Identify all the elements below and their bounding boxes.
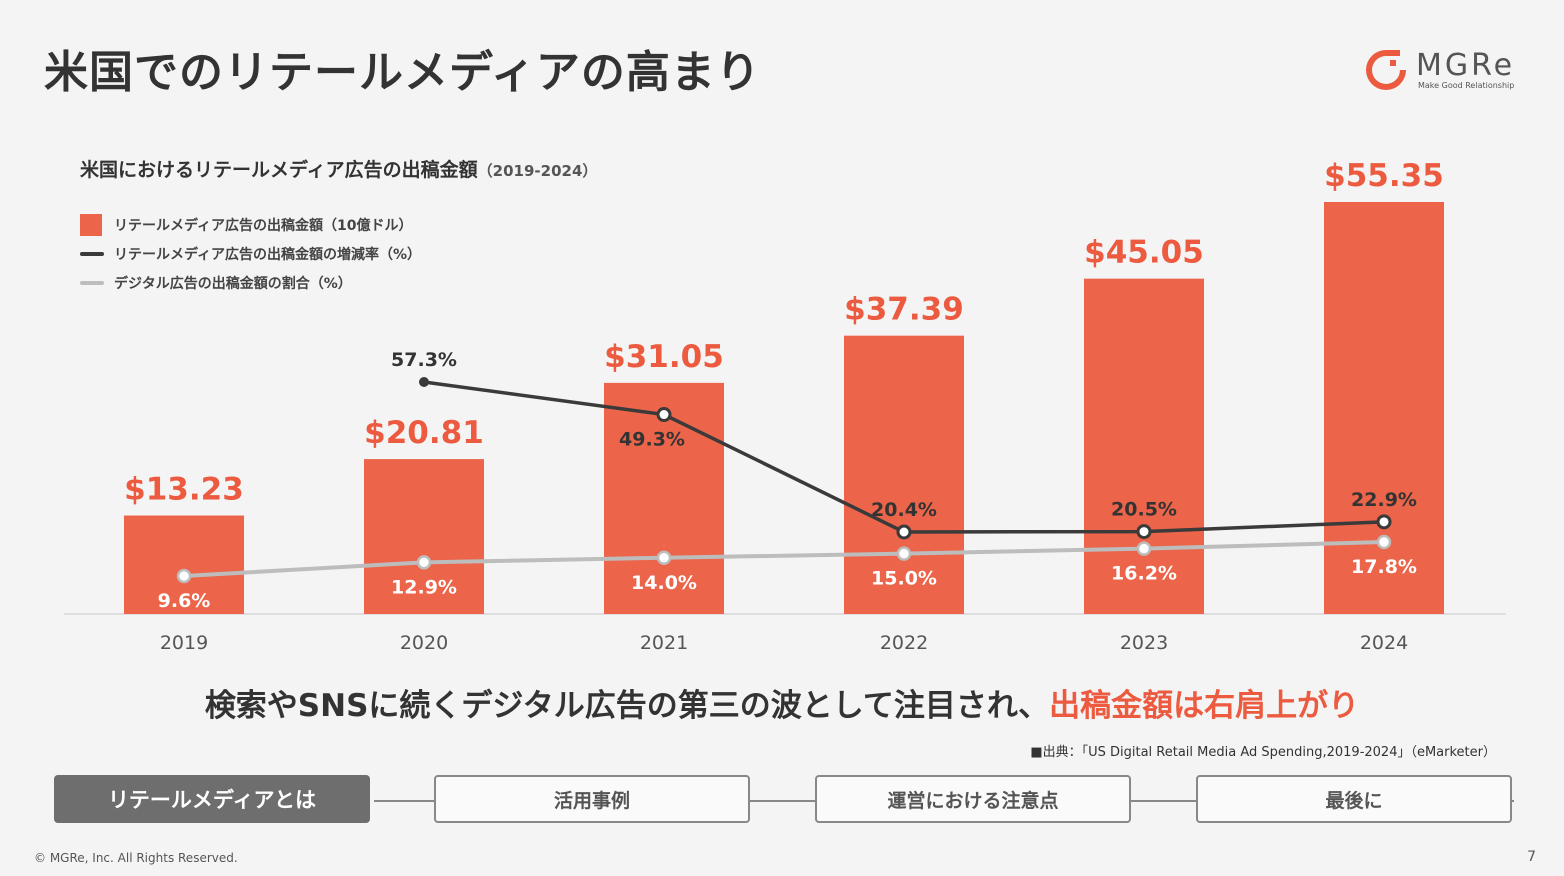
share-point [416,555,432,570]
logo-text: MGRe [1416,48,1516,83]
x-tick-label: 2020 [400,632,448,654]
legend-label: リテールメディア広告の出稿金額の増減率（%） [114,246,422,263]
share-data-label: 14.0% [631,572,697,594]
bar-value-label: $37.39 [844,292,964,328]
legend-swatch-gray-line [80,280,104,285]
nav-step-cautions[interactable]: 運営における注意点 [815,775,1131,823]
legend-swatch-bar [80,213,102,236]
share-point [1136,541,1152,556]
growth-data-label: 57.3% [391,349,457,371]
legend-label: リテールメディア広告の出稿金額（10億ドル） [114,217,413,234]
logo-tagline: Make Good Relationship [1418,81,1515,90]
x-tick-label: 2023 [1120,632,1168,654]
nav-step-use-cases[interactable]: 活用事例 [434,775,750,823]
share-point [656,550,672,566]
nav-step-conclusion[interactable]: 最後に [1196,775,1512,823]
logo-mark-icon [1366,50,1406,90]
x-tick-label: 2021 [640,632,688,654]
growth-point [896,524,912,540]
nav-step-label: リテールメディアとは [107,788,317,812]
copyright: © MGRe, Inc. All Rights Reserved. [34,851,238,865]
share-data-label: 17.8% [1351,556,1417,578]
brand-logo: MGRe Make Good Relationship [1364,46,1534,94]
growth-point [419,377,429,387]
bar-value-label: $20.81 [364,415,484,451]
legend-label: デジタル広告の出稿金額の割合（%） [114,275,352,292]
bar-value-label: $45.05 [1084,235,1204,271]
x-tick-label: 2022 [880,632,928,654]
growth-data-label: 20.4% [871,499,937,521]
share-data-label: 9.6% [158,590,211,612]
share-point [1376,534,1392,550]
source-citation: ■出典：「US Digital Retail Media Ad Spending… [1030,745,1496,760]
growth-point [1376,514,1392,530]
legend-item-spend: リテールメディア広告の出稿金額（10億ドル） [80,210,421,239]
share-data-label: 16.2% [1111,563,1177,585]
chart-title: 米国におけるリテールメディア広告の出稿金額（2019-2024） [80,155,597,182]
x-tick-label: 2024 [1360,632,1408,654]
bar [1084,278,1204,614]
growth-point [656,407,672,423]
retail-media-chart: $13.23 2019 $20.81 2020 $31.05 2021 $37.39 2022… [64,158,1506,654]
growth-data-label: 20.5% [1111,499,1177,521]
share-point [176,568,192,584]
share-series-line [183,540,1385,578]
bar [364,459,484,614]
x-tick-label: 2019 [160,632,208,654]
bar [844,335,964,614]
bar-value-label: $31.05 [604,339,724,375]
bar-value-label: $13.23 [124,472,244,508]
legend-swatch-dark-line [80,251,104,256]
chart-title-period: （2019-2024） [477,162,598,180]
page-title: 米国でのリテールメディアの高まり [44,47,761,98]
share-point [896,546,912,561]
nav-step-retail-media[interactable]: リテールメディアとは [54,775,370,823]
nav-step-label: 最後に [1325,789,1383,812]
nav-step-label: 活用事例 [553,789,630,812]
legend-item-share: デジタル広告の出稿金額の割合（%） [80,268,421,297]
legend-item-growth: リテールメディア広告の出稿金額の増減率（%） [80,239,421,268]
key-message: 検索やSNSに続くデジタル広告の第三の波として注目され、出稿金額は右肩上がり [0,680,1564,725]
bar [124,515,244,614]
key-message-main: 検索やSNSに続くデジタル広告の第三の波として注目され、 [204,688,1050,724]
chart-legend: リテールメディア広告の出稿金額（10億ドル） リテールメディア広告の出稿金額の増… [80,210,421,297]
key-message-accent: 出稿金額は右肩上がり [1049,688,1360,724]
chart-title-text: 米国におけるリテールメディア広告の出稿金額 [80,159,478,181]
nav-step-label: 運営における注意点 [887,789,1059,812]
growth-point [1136,524,1152,540]
bar [1324,202,1444,614]
share-data-label: 15.0% [871,568,937,590]
share-data-label: 12.9% [391,576,457,598]
page-number: 7 [1527,849,1536,865]
growth-data-label: 22.9% [1351,489,1417,511]
bar-value-label: $55.35 [1324,158,1444,194]
growth-data-label: 49.3% [619,429,685,451]
